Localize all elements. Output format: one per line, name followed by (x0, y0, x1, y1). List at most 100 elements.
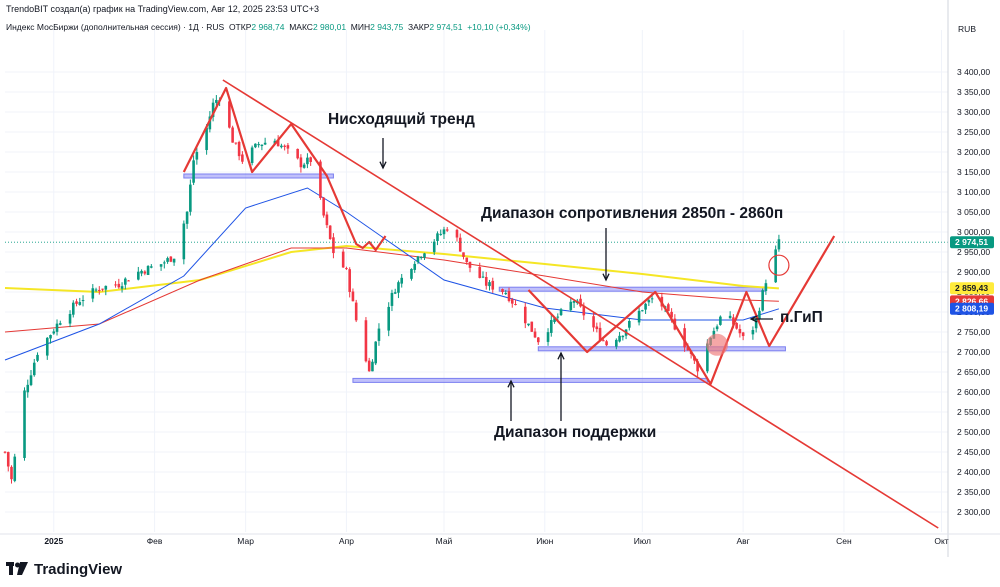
price-label-text: 2 859,43 (955, 283, 988, 293)
candle-body (758, 310, 761, 320)
candle-body (462, 252, 465, 257)
time-tick-label: Фев (147, 536, 163, 546)
candle-body (774, 249, 777, 283)
candle-body (761, 290, 764, 311)
arrow-head (749, 315, 758, 323)
pattern-line (182, 86, 387, 252)
candle-body (465, 257, 469, 263)
candle-body (458, 237, 462, 252)
candle-body (533, 331, 537, 338)
candle-body (647, 300, 651, 303)
candle-body (374, 341, 377, 364)
price-tick-label: 2 300,00 (957, 507, 990, 517)
candle-body (215, 99, 218, 103)
candle-body (114, 284, 117, 286)
support-range-annotation: Диапазон поддержки (494, 424, 657, 441)
candle-body (228, 101, 231, 128)
price-tick-label: 2 400,00 (957, 467, 990, 477)
candle-body (605, 341, 608, 346)
candle-body (32, 362, 36, 376)
candle-body (52, 331, 56, 334)
candle-body (393, 292, 397, 294)
candle-body (137, 271, 140, 280)
candle-body (598, 327, 602, 341)
price-tick-label: 2 750,00 (957, 327, 990, 337)
candle-body (514, 304, 517, 306)
candle-body (397, 282, 400, 293)
candle-body (325, 214, 329, 226)
candle-body (602, 340, 605, 342)
candle-body (29, 375, 33, 386)
candle-body (169, 256, 173, 262)
candle-body (432, 241, 436, 253)
range-zone (537, 346, 786, 352)
candle-body (439, 233, 443, 235)
open-label: ОТКР (228, 22, 252, 32)
price-chart[interactable]: 3 400,00 3 350,00 3 300,00 3 250,00 3 200,00… (0, 0, 1000, 557)
candle-body (302, 164, 306, 168)
candle-body (172, 258, 176, 263)
candle-body (68, 313, 72, 324)
candle-body (501, 289, 504, 293)
candle-body (559, 309, 563, 316)
candle-body (280, 145, 283, 148)
candle-body (536, 337, 540, 343)
candle-body (185, 211, 189, 224)
candle-body (10, 466, 13, 480)
candle-body (400, 277, 404, 284)
candle-body (163, 262, 166, 264)
candle-body (364, 320, 368, 362)
candle-body (553, 318, 556, 322)
open-value: 2 968,74 (251, 22, 285, 32)
candle-body (3, 451, 7, 453)
candle-body (166, 258, 169, 262)
tradingview-footer: TradingView (6, 557, 122, 581)
candle-body (78, 302, 82, 305)
candle-body (696, 361, 699, 372)
candle-body (735, 323, 738, 329)
low-label: МИН (350, 22, 371, 32)
candle-body (309, 157, 312, 162)
candle-body (523, 306, 527, 324)
candle-body (75, 301, 78, 304)
tradingview-brand: TradingView (34, 560, 123, 578)
candle-body (101, 288, 104, 290)
time-tick-label: Окт (934, 536, 948, 546)
price-label-tag (950, 302, 994, 315)
candle-body (237, 141, 241, 157)
high-label: МАКС (289, 22, 313, 32)
candle-body (254, 143, 257, 148)
price-tick-label: 3 300,00 (957, 107, 990, 117)
price-tick-label: 2 500,00 (957, 427, 990, 437)
candle-body (628, 321, 631, 328)
candle-body (299, 157, 303, 168)
candle-body (286, 145, 290, 149)
time-tick-label: Май (436, 536, 453, 546)
time-tick-label: Сен (836, 536, 852, 546)
candle-body (491, 280, 495, 290)
low-value: 2 943,75 (370, 22, 404, 32)
candle-body (670, 311, 673, 318)
candle-body (667, 304, 670, 312)
candle-body (582, 305, 586, 316)
candle-body (189, 184, 192, 212)
candle-body (569, 301, 573, 311)
moving-average-line (4, 247, 779, 333)
hns-annotation: п.ГиП (780, 309, 823, 326)
candle-body (650, 298, 654, 300)
candle-body (211, 102, 215, 117)
candle-body (241, 154, 244, 162)
price-label-text: 2 974,51 (955, 237, 988, 247)
time-tick-label: Апр (339, 536, 354, 546)
price-tick-label: 2 550,00 (957, 407, 990, 417)
candle-body (55, 323, 59, 332)
moving-average-line (4, 244, 779, 294)
close-label: ЗАКР (407, 22, 430, 32)
candle-body (348, 269, 351, 292)
candle-body (595, 326, 599, 330)
candle-body (367, 360, 371, 372)
price-tick-label: 3 350,00 (957, 87, 990, 97)
candle-body (530, 321, 534, 332)
price-tick-label: 2 900,00 (957, 267, 990, 277)
candle-body (484, 277, 488, 286)
